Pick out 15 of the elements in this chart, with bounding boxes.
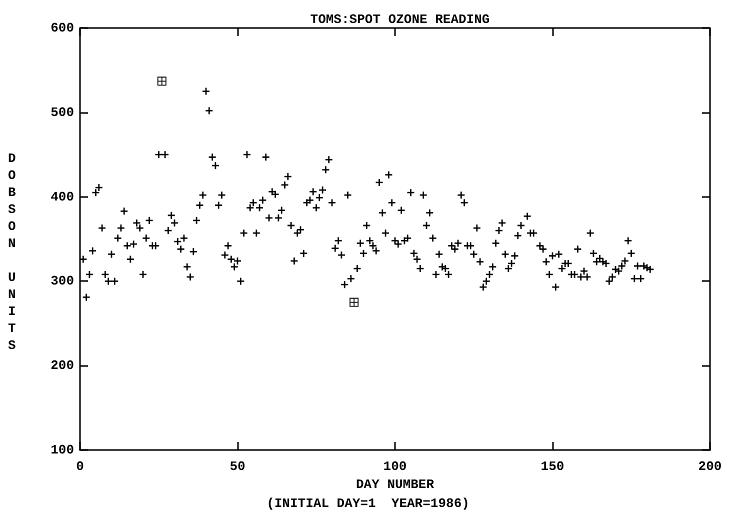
x-tick-label: 0: [76, 459, 84, 474]
y-tick-label: 600: [50, 20, 74, 36]
x-axis-title: DAY NUMBER: [356, 476, 434, 492]
x-tick-label: 50: [230, 459, 246, 474]
chart-title: TOMS:SPOT OZONE READING: [310, 12, 490, 27]
y-tick-label: 100: [50, 442, 74, 458]
x-tick-label: 100: [383, 459, 407, 474]
y-tick-label: 500: [50, 104, 74, 120]
y-tick-label: 200: [50, 358, 74, 374]
x-tick-label: 150: [540, 459, 564, 474]
x-tick-label: 200: [698, 459, 722, 474]
text: DOBSON UNITS: [8, 151, 16, 353]
text: (INITIAL DAY=1 YEAR=1986): [266, 496, 470, 511]
y-tick-label: 300: [50, 274, 74, 289]
y-tick-label: 400: [50, 189, 74, 204]
